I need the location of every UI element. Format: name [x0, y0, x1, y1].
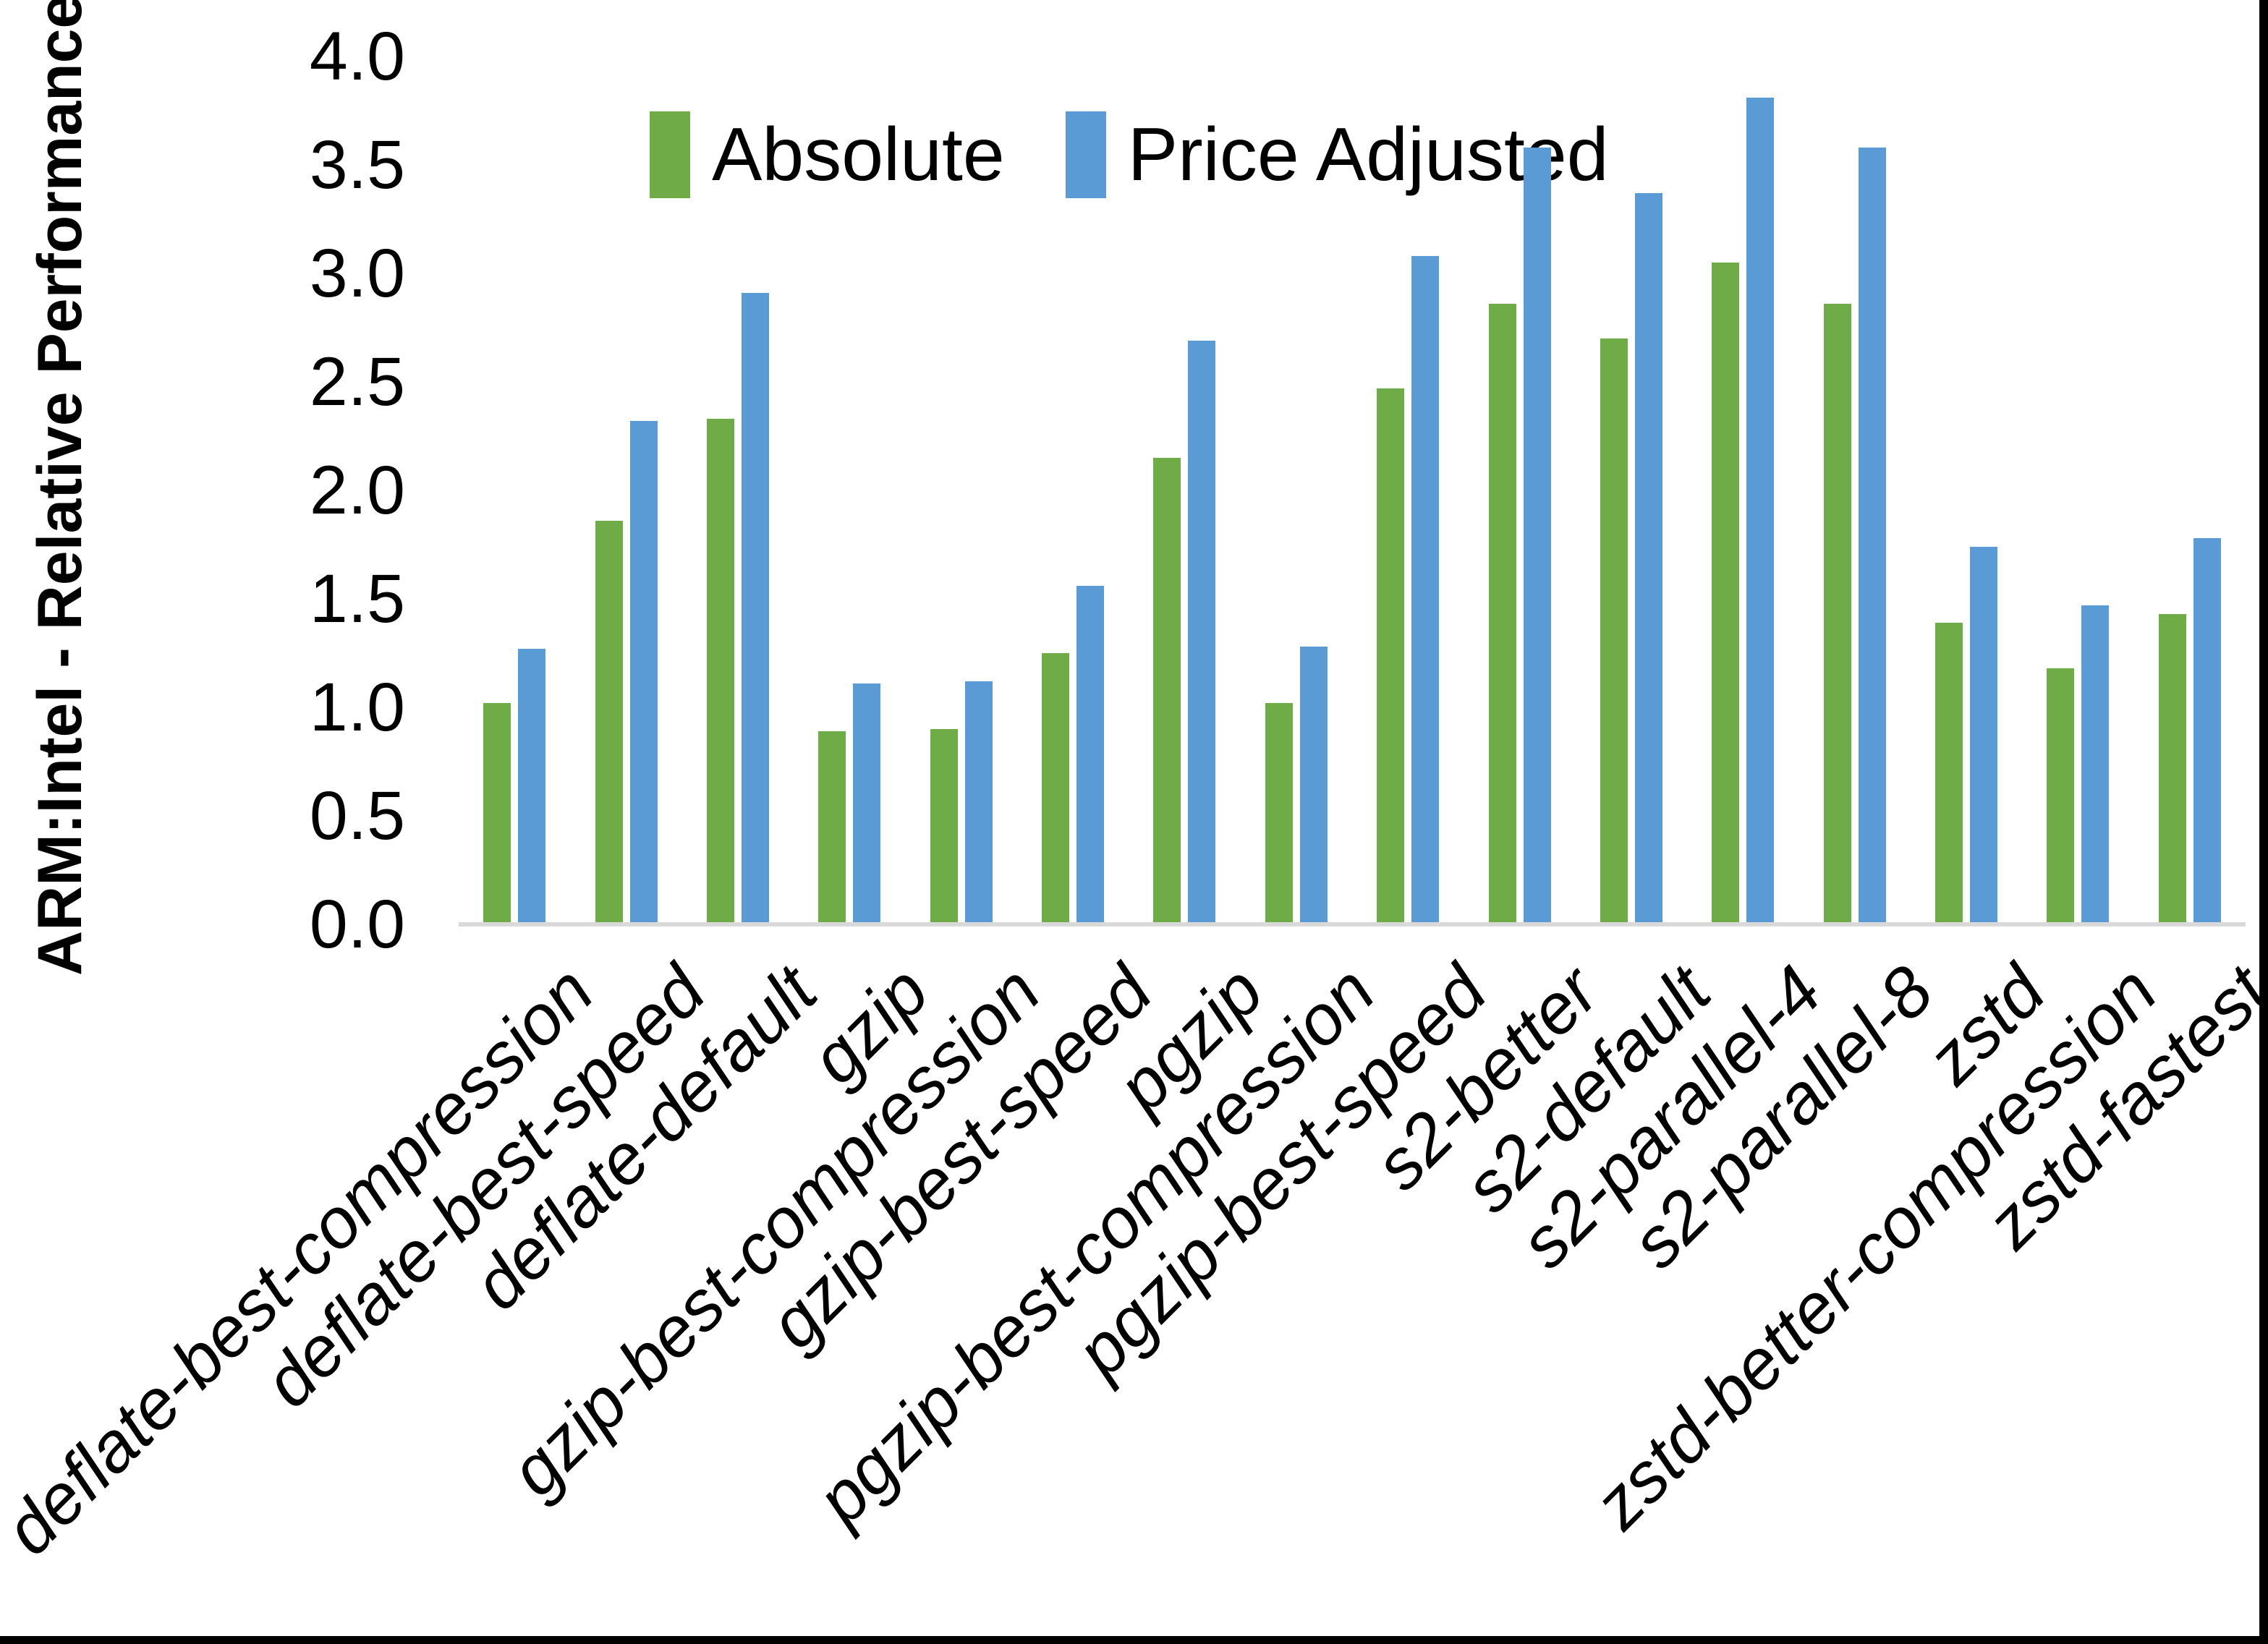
- legend-label: Absolute: [712, 112, 1005, 197]
- bar-price-adjusted-zstd: [1970, 547, 1997, 924]
- y-tick-label-1.5: 1.5: [309, 561, 405, 637]
- bar-price-adjusted-gzip-best-compression: [965, 681, 993, 924]
- bar-price-adjusted-s2-default: [1635, 193, 1662, 924]
- bar-price-adjusted-gzip: [853, 683, 880, 924]
- bar-absolute-zstd-better-compression: [2047, 668, 2074, 924]
- bar-absolute-pgzip-best-speed: [1377, 388, 1404, 924]
- bar-absolute-s2-default: [1600, 338, 1628, 924]
- bar-absolute-s2-parallel-8: [1824, 304, 1851, 924]
- y-tick-label-1.0: 1.0: [309, 669, 405, 746]
- chart-legend: Absolute Price Adjusted: [650, 107, 1609, 203]
- bar-price-adjusted-pgzip-best-speed: [1411, 256, 1439, 924]
- bar-price-adjusted-zstd-fastest: [2193, 538, 2221, 924]
- y-tick-label-2.0: 2.0: [309, 452, 405, 529]
- bar-absolute-deflate-best-compression: [483, 703, 511, 924]
- bar-absolute-zstd: [1935, 623, 1963, 924]
- bottom-border: [0, 1636, 2268, 1644]
- bar-absolute-deflate-default: [707, 419, 734, 924]
- bar-absolute-deflate-best-speed: [595, 521, 623, 924]
- bar-absolute-gzip: [818, 731, 846, 924]
- bar-absolute-gzip-best-speed: [1042, 653, 1069, 924]
- bar-price-adjusted-zstd-better-compression: [2081, 605, 2109, 924]
- bar-price-adjusted-s2-parallel-8: [1859, 148, 1886, 924]
- y-tick-label-2.5: 2.5: [309, 344, 405, 420]
- bar-price-adjusted-deflate-default: [742, 293, 769, 924]
- bar-absolute-s2-parallel-4: [1712, 263, 1739, 924]
- legend-item-absolute: Absolute: [650, 111, 1005, 198]
- bar-price-adjusted-s2-better: [1524, 148, 1551, 924]
- y-axis-title: ARM:Intel - Relative Performance: [25, 0, 95, 976]
- bar-price-adjusted-s2-parallel-4: [1746, 98, 1774, 924]
- bar-price-adjusted-gzip-best-speed: [1076, 586, 1104, 924]
- y-tick-label-0.5: 0.5: [309, 778, 405, 854]
- bar-price-adjusted-pgzip-best-compression: [1300, 647, 1328, 924]
- bar-absolute-gzip-best-compression: [930, 729, 958, 924]
- bar-absolute-pgzip: [1153, 458, 1181, 924]
- y-tick-label-0.0: 0.0: [309, 886, 405, 963]
- bar-price-adjusted-deflate-best-compression: [518, 649, 545, 924]
- bar-absolute-zstd-fastest: [2159, 614, 2186, 924]
- y-tick-label-3.0: 3.0: [309, 235, 405, 312]
- y-tick-label-4.0: 4.0: [309, 18, 405, 95]
- bar-price-adjusted-deflate-best-speed: [630, 421, 658, 924]
- x-axis-line: [459, 922, 2246, 927]
- bar-absolute-s2-better: [1489, 304, 1516, 924]
- bar-price-adjusted-pgzip: [1188, 341, 1215, 924]
- legend-swatch-icon: [1065, 111, 1106, 198]
- legend-swatch-icon: [650, 111, 690, 198]
- y-tick-label-3.5: 3.5: [309, 127, 405, 203]
- bar-absolute-pgzip-best-compression: [1265, 703, 1293, 924]
- right-border: [2259, 0, 2268, 1644]
